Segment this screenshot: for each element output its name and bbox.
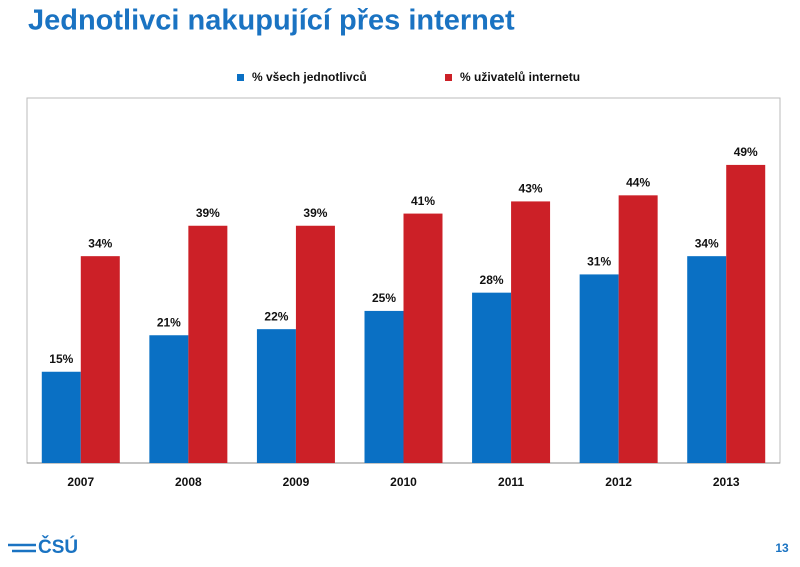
data-label: 49%: [734, 145, 758, 159]
bar: [618, 195, 658, 464]
logo: ČSÚ: [8, 536, 78, 558]
data-label: 39%: [303, 206, 327, 220]
bar: [295, 225, 335, 463]
bar: [687, 256, 727, 463]
data-label: 21%: [157, 315, 181, 329]
bar: [511, 201, 551, 463]
bar: [472, 292, 512, 463]
chart-title: Jednotlivci nakupující přes internet: [28, 5, 515, 37]
logo-text: ČSÚ: [38, 536, 78, 558]
legend-label: % všech jednotlivců: [252, 70, 367, 84]
bar: [579, 274, 619, 463]
legend-swatch: [445, 74, 452, 81]
x-tick-label: 2012: [605, 475, 632, 489]
data-label: 34%: [88, 236, 112, 250]
bar: [256, 329, 296, 463]
data-label: 41%: [411, 194, 435, 208]
bar: [364, 310, 404, 463]
data-label: 22%: [264, 309, 288, 323]
data-label: 44%: [626, 176, 650, 190]
bar: [403, 213, 443, 463]
x-tick-label: 2010: [390, 475, 417, 489]
legend-swatch: [237, 74, 244, 81]
x-tick-label: 2007: [67, 475, 94, 489]
data-label: 31%: [587, 255, 611, 269]
legend-label: % uživatelů internetu: [460, 70, 580, 84]
bar: [188, 225, 228, 463]
bar: [80, 256, 120, 463]
data-label: 39%: [196, 206, 220, 220]
x-tick-label: 2011: [498, 475, 524, 489]
x-tick-label: 2008: [175, 475, 202, 489]
data-label: 15%: [49, 352, 73, 366]
bar: [726, 164, 766, 463]
data-label: 43%: [519, 182, 543, 196]
x-tick-label: 2013: [713, 475, 740, 489]
bar: [41, 371, 81, 463]
data-label: 25%: [372, 291, 396, 305]
page-number: 13: [775, 541, 789, 555]
bar: [149, 335, 189, 463]
x-tick-label: 2009: [283, 475, 310, 489]
data-label: 28%: [480, 273, 504, 287]
data-label: 34%: [695, 236, 719, 250]
